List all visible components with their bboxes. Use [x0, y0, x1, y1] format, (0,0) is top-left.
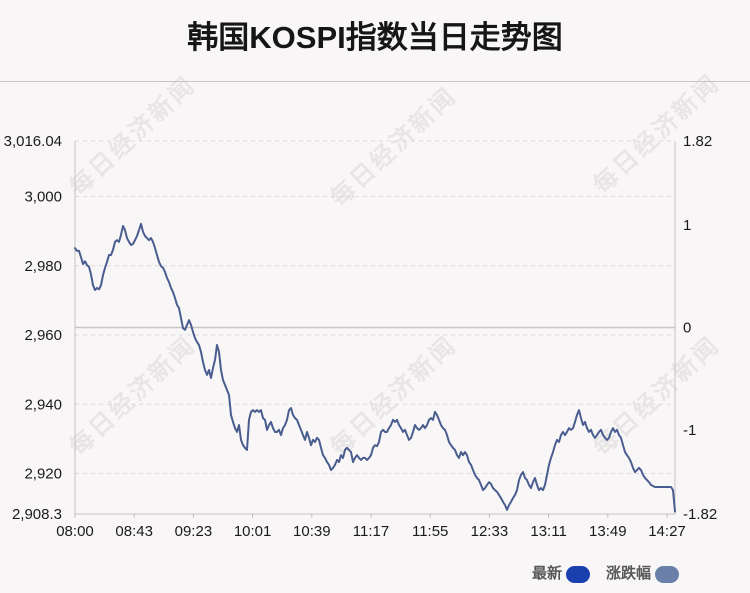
left-tick-label: 3,016.04	[4, 133, 62, 150]
x-tick-label: 11:55	[412, 523, 448, 540]
legend-label-change: 涨跌幅	[606, 565, 652, 582]
right-tick-label: -1.82	[683, 506, 717, 523]
x-tick-label: 08:00	[56, 523, 94, 540]
x-tick-label: 11:17	[353, 523, 389, 540]
x-tick-label: 08:43	[115, 523, 153, 540]
right-tick-label: 1	[683, 217, 691, 234]
left-tick-label: 2,908.3	[12, 506, 62, 523]
legend-swatch-change	[655, 565, 680, 583]
x-tick-label: 13:11	[530, 523, 566, 540]
legend: 最新 涨跌幅	[532, 564, 680, 584]
left-tick-label: 2,940	[24, 396, 62, 413]
right-tick-label: 0	[683, 320, 691, 337]
left-tick-label: 2,960	[24, 327, 62, 344]
legend-item-latest: 最新	[532, 564, 591, 584]
x-tick-label: 10:39	[293, 523, 331, 540]
x-tick-label: 13:49	[589, 523, 627, 540]
right-tick-label: -1	[683, 422, 696, 439]
legend-label-latest: 最新	[532, 565, 563, 582]
x-tick-label: 09:23	[175, 523, 213, 540]
x-tick-label: 12:33	[471, 523, 509, 540]
page-title: 韩国KOSPI指数当日走势图	[187, 20, 563, 55]
left-tick-label: 2,980	[24, 258, 62, 275]
left-axis-labels: 3,016.04 3,000 2,980 2,960 2,940 2,920 2,908.3	[4, 133, 62, 523]
left-tick-label: 2,920	[24, 465, 62, 482]
right-tick-label: 1.82	[683, 133, 712, 150]
title-divider	[0, 81, 750, 82]
right-axis-labels: 1.82 1 0 -1 -1.82	[683, 133, 717, 523]
series-line-latest	[74, 222, 676, 513]
x-tick-label: 10:01	[234, 523, 272, 540]
left-tick-label: 3,000	[24, 189, 62, 206]
gridlines	[75, 140, 675, 474]
legend-swatch-latest	[566, 565, 591, 583]
x-tick-label: 14:27	[648, 523, 686, 540]
legend-item-change: 涨跌幅	[606, 564, 680, 584]
x-axis-labels: 08:00 08:43 09:23 10:01 10:39 11:17 11:55 12:33…	[56, 514, 686, 540]
